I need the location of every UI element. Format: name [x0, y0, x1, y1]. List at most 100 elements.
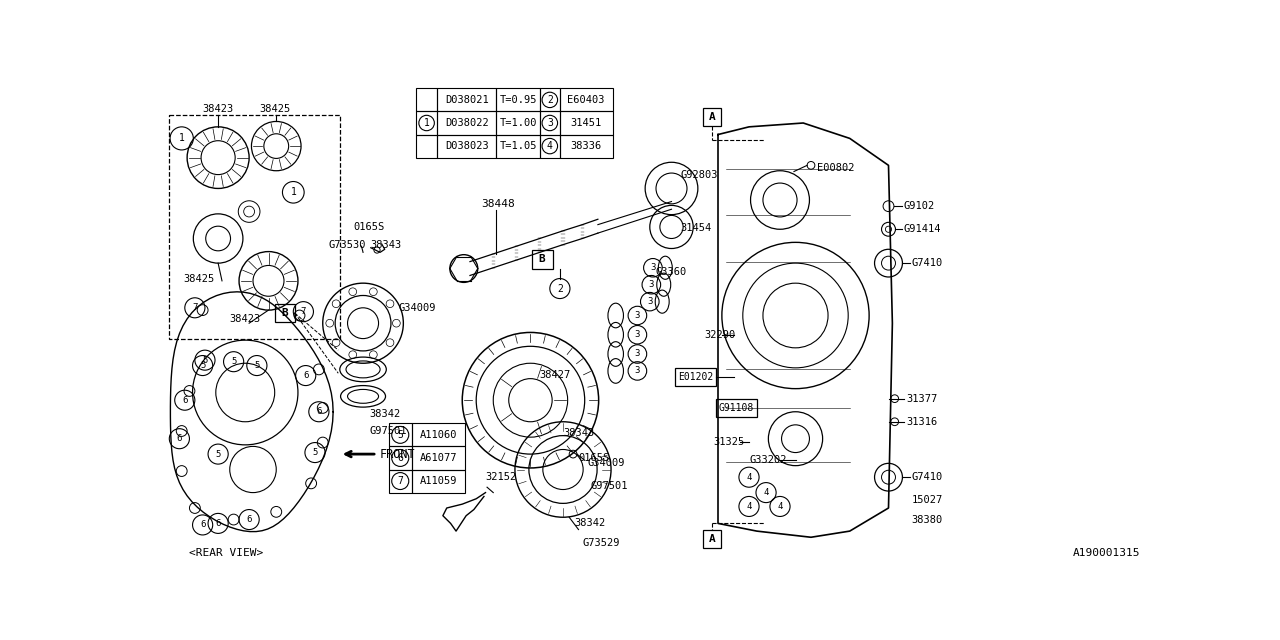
Text: 4: 4 — [746, 473, 751, 482]
Bar — [412, 470, 465, 493]
Text: G34009: G34009 — [588, 458, 626, 468]
Text: G97501: G97501 — [591, 481, 628, 492]
Text: 0165S: 0165S — [353, 222, 385, 232]
Text: G34009: G34009 — [398, 303, 436, 313]
Bar — [703, 529, 721, 548]
Bar — [676, 368, 716, 387]
Text: 3: 3 — [635, 349, 640, 358]
Text: 3: 3 — [635, 330, 640, 339]
Bar — [559, 111, 613, 134]
Text: 5: 5 — [230, 357, 237, 366]
Text: D038023: D038023 — [445, 141, 489, 151]
Text: 38336: 38336 — [571, 141, 602, 151]
Text: 38380: 38380 — [911, 515, 943, 525]
Bar — [703, 108, 721, 126]
Text: 6: 6 — [200, 520, 205, 529]
Text: T=0.95: T=0.95 — [499, 95, 536, 105]
Text: A: A — [708, 112, 716, 122]
Text: 4: 4 — [777, 502, 782, 511]
Bar — [540, 88, 559, 111]
Text: 4: 4 — [746, 502, 751, 511]
Text: 1: 1 — [291, 188, 296, 197]
Text: <REAR VIEW>: <REAR VIEW> — [188, 548, 262, 557]
Text: 38427: 38427 — [540, 370, 571, 380]
Text: 4: 4 — [763, 488, 769, 497]
Text: A190001315: A190001315 — [1073, 548, 1140, 558]
Bar — [497, 134, 540, 157]
Text: G73530: G73530 — [329, 239, 366, 250]
Text: 38343: 38343 — [563, 428, 594, 438]
Text: 5: 5 — [202, 356, 207, 365]
Text: 1: 1 — [179, 133, 184, 143]
Text: 38425: 38425 — [259, 104, 291, 114]
Text: G7410: G7410 — [911, 258, 943, 268]
Text: 32152: 32152 — [485, 472, 517, 482]
Text: G3360: G3360 — [657, 268, 687, 277]
Text: 3: 3 — [649, 280, 654, 289]
Text: 6: 6 — [303, 371, 308, 380]
Text: 38343: 38343 — [371, 239, 402, 250]
Bar — [389, 447, 412, 470]
Bar — [412, 447, 465, 470]
Text: 6: 6 — [177, 434, 182, 443]
Text: 3: 3 — [547, 118, 553, 128]
Text: 31454: 31454 — [681, 223, 712, 233]
Bar — [438, 88, 497, 111]
Bar — [275, 304, 294, 323]
Text: 15027: 15027 — [911, 495, 943, 506]
Text: B: B — [539, 254, 545, 264]
Text: E01202: E01202 — [678, 372, 713, 382]
Text: 2: 2 — [557, 284, 563, 294]
Text: 7: 7 — [192, 303, 197, 312]
Bar — [717, 399, 756, 417]
Text: E00802: E00802 — [817, 163, 855, 173]
Bar — [389, 423, 412, 447]
Text: 5: 5 — [397, 430, 403, 440]
Text: D038022: D038022 — [445, 118, 489, 128]
Text: 6: 6 — [182, 396, 187, 404]
Text: 3: 3 — [635, 311, 640, 320]
Bar — [532, 250, 553, 269]
Text: G33202: G33202 — [749, 455, 786, 465]
Text: 3: 3 — [648, 297, 653, 306]
Text: 5: 5 — [200, 361, 205, 370]
Text: 38425: 38425 — [183, 273, 215, 284]
Text: 6: 6 — [215, 519, 221, 528]
Text: 38423: 38423 — [202, 104, 234, 114]
Text: 5: 5 — [215, 449, 221, 459]
Text: G91108: G91108 — [719, 403, 754, 413]
Bar — [540, 134, 559, 157]
Text: A: A — [708, 534, 716, 544]
Text: 31325: 31325 — [713, 436, 745, 447]
Text: B: B — [282, 308, 288, 318]
Text: 6: 6 — [397, 453, 403, 463]
Text: T=1.05: T=1.05 — [499, 141, 536, 151]
Text: 31451: 31451 — [571, 118, 602, 128]
Bar — [389, 470, 412, 493]
Bar — [416, 88, 438, 111]
Text: 38342: 38342 — [369, 409, 401, 419]
Bar — [559, 88, 613, 111]
Text: A61077: A61077 — [420, 453, 457, 463]
Bar — [416, 111, 438, 134]
Text: FRONT: FRONT — [380, 447, 416, 461]
Text: 38448: 38448 — [481, 199, 516, 209]
Text: 31377: 31377 — [906, 394, 937, 404]
Text: 2: 2 — [547, 95, 553, 105]
Bar — [438, 134, 497, 157]
Text: 31316: 31316 — [906, 417, 937, 427]
Text: D038021: D038021 — [445, 95, 489, 105]
Bar — [540, 111, 559, 134]
Bar — [497, 88, 540, 111]
Bar — [416, 134, 438, 157]
Text: 38423: 38423 — [229, 314, 261, 324]
Bar — [559, 134, 613, 157]
Text: 0165S: 0165S — [579, 453, 609, 463]
Text: 3: 3 — [650, 263, 655, 272]
Text: 32290: 32290 — [705, 330, 736, 340]
Text: 4: 4 — [547, 141, 553, 151]
Text: 5: 5 — [255, 361, 260, 370]
Text: 5: 5 — [312, 448, 317, 457]
Text: 6: 6 — [316, 407, 321, 416]
Text: G7410: G7410 — [911, 472, 943, 482]
